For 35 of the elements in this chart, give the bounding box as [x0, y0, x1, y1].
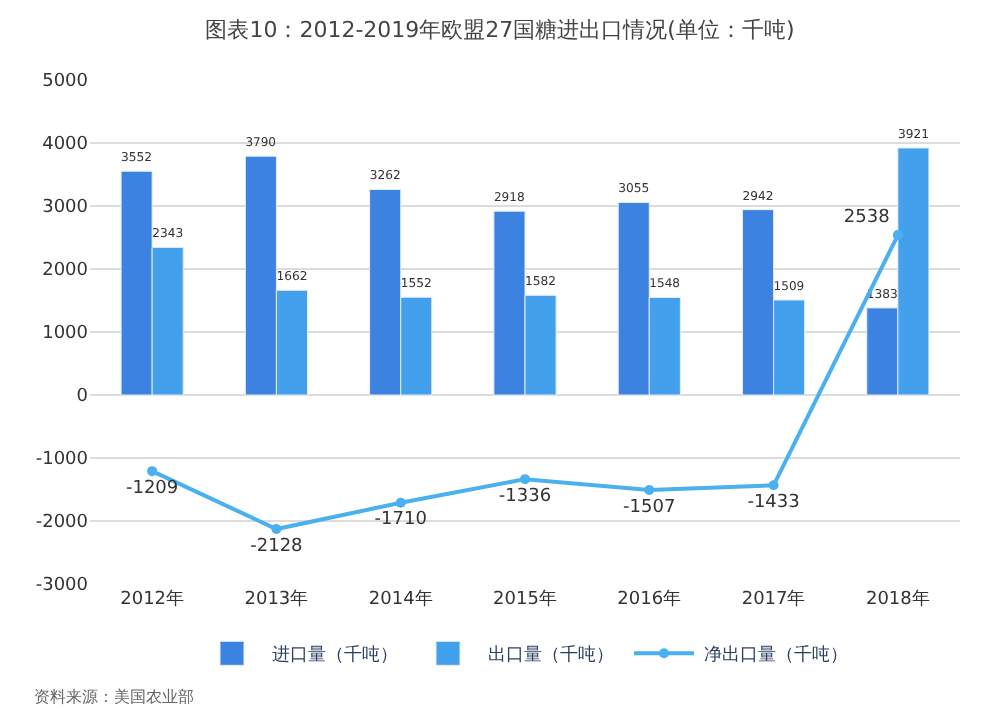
point — [892, 230, 903, 241]
legend-label: 净出口量（千吨） — [704, 644, 848, 667]
point — [147, 466, 158, 477]
y-tick-label: 1000 — [42, 324, 89, 345]
y-tick-label: -1000 — [35, 450, 89, 471]
x-tick-label: 2012年 — [120, 588, 185, 610]
y-tick-label: -3000 — [35, 576, 89, 597]
y-tick-label: 2000 — [42, 261, 89, 282]
data-label: -1507 — [623, 497, 676, 518]
point — [644, 484, 655, 495]
point — [520, 474, 530, 485]
text: 资料来源：美国农业部 — [34, 688, 194, 706]
data-label: -1336 — [498, 486, 552, 507]
legend-label: 进口量（千吨） — [272, 644, 398, 667]
y-tick-label: 0 — [76, 387, 89, 408]
y-tick-label: 4000 — [42, 135, 89, 156]
y-tick-label: -2000 — [35, 513, 89, 534]
x-tick-label: 2016年 — [617, 588, 682, 610]
point — [271, 524, 282, 535]
x-tick-label: 2014年 — [368, 588, 433, 610]
x-tick-label: 2015年 — [493, 588, 557, 610]
y-tick-label: 3000 — [42, 198, 89, 219]
x-tick-label: 2017年 — [741, 588, 806, 610]
data-label: 2538 — [843, 208, 891, 229]
y-tick-label: 5000 — [42, 72, 89, 93]
data-label: -1710 — [374, 510, 428, 531]
data-label: -2128 — [250, 536, 304, 557]
data-label: -1433 — [747, 493, 800, 514]
legend-label: 出口量（千吨） — [488, 644, 614, 667]
chart-title: 图表10：2012-2019年欧盟27国糖进出口情况(单位：千吨) — [205, 17, 795, 44]
point — [768, 480, 779, 491]
x-tick-label: 2013年 — [244, 588, 309, 610]
x-tick-label: 2018年 — [865, 588, 930, 610]
data-label: -1209 — [125, 478, 179, 499]
point — [395, 497, 406, 508]
